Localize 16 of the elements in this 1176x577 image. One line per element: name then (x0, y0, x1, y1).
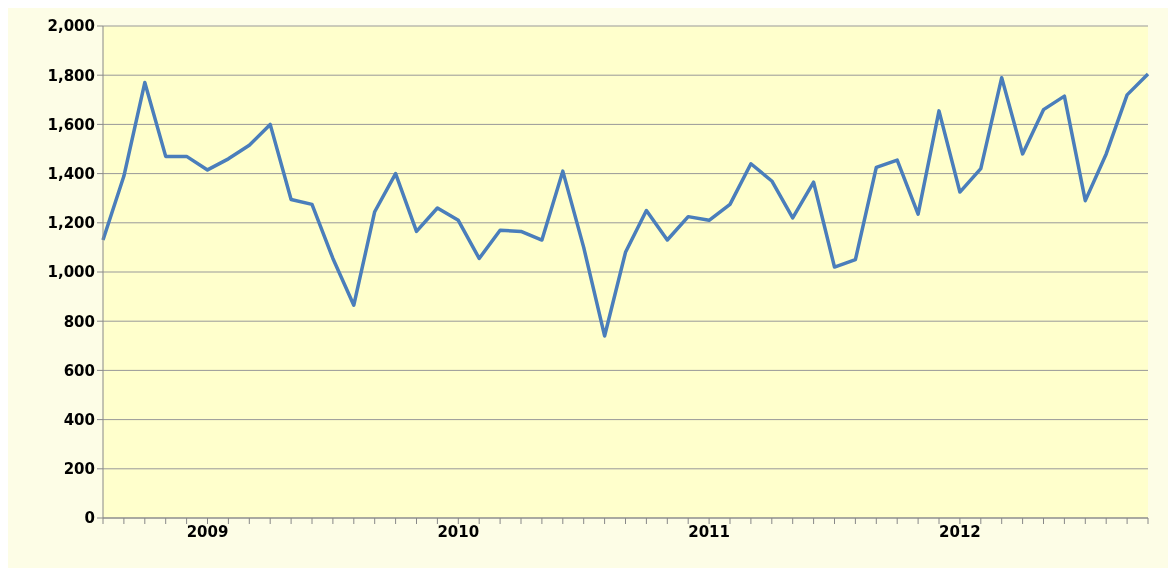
x-tick-label: 2012 (939, 522, 981, 541)
y-tick-label: 1,200 (47, 214, 95, 233)
y-tick-label: 200 (63, 460, 95, 479)
y-tick-label: 1,000 (47, 263, 95, 282)
y-tick-label: 800 (63, 312, 95, 331)
y-tick-label: 1,800 (47, 66, 95, 85)
y-tick-label: 600 (63, 361, 95, 380)
y-tick-label: 0 (84, 509, 95, 528)
y-tick-label: 400 (63, 410, 95, 429)
y-tick-label: 1,400 (47, 164, 95, 183)
y-tick-label: 2,000 (47, 17, 95, 36)
x-tick-label: 2010 (437, 522, 480, 541)
x-tick-label: 2009 (186, 522, 229, 541)
x-tick-label: 2011 (688, 522, 730, 541)
y-tick-label: 1,600 (47, 115, 95, 134)
line-series (101, 72, 1150, 338)
